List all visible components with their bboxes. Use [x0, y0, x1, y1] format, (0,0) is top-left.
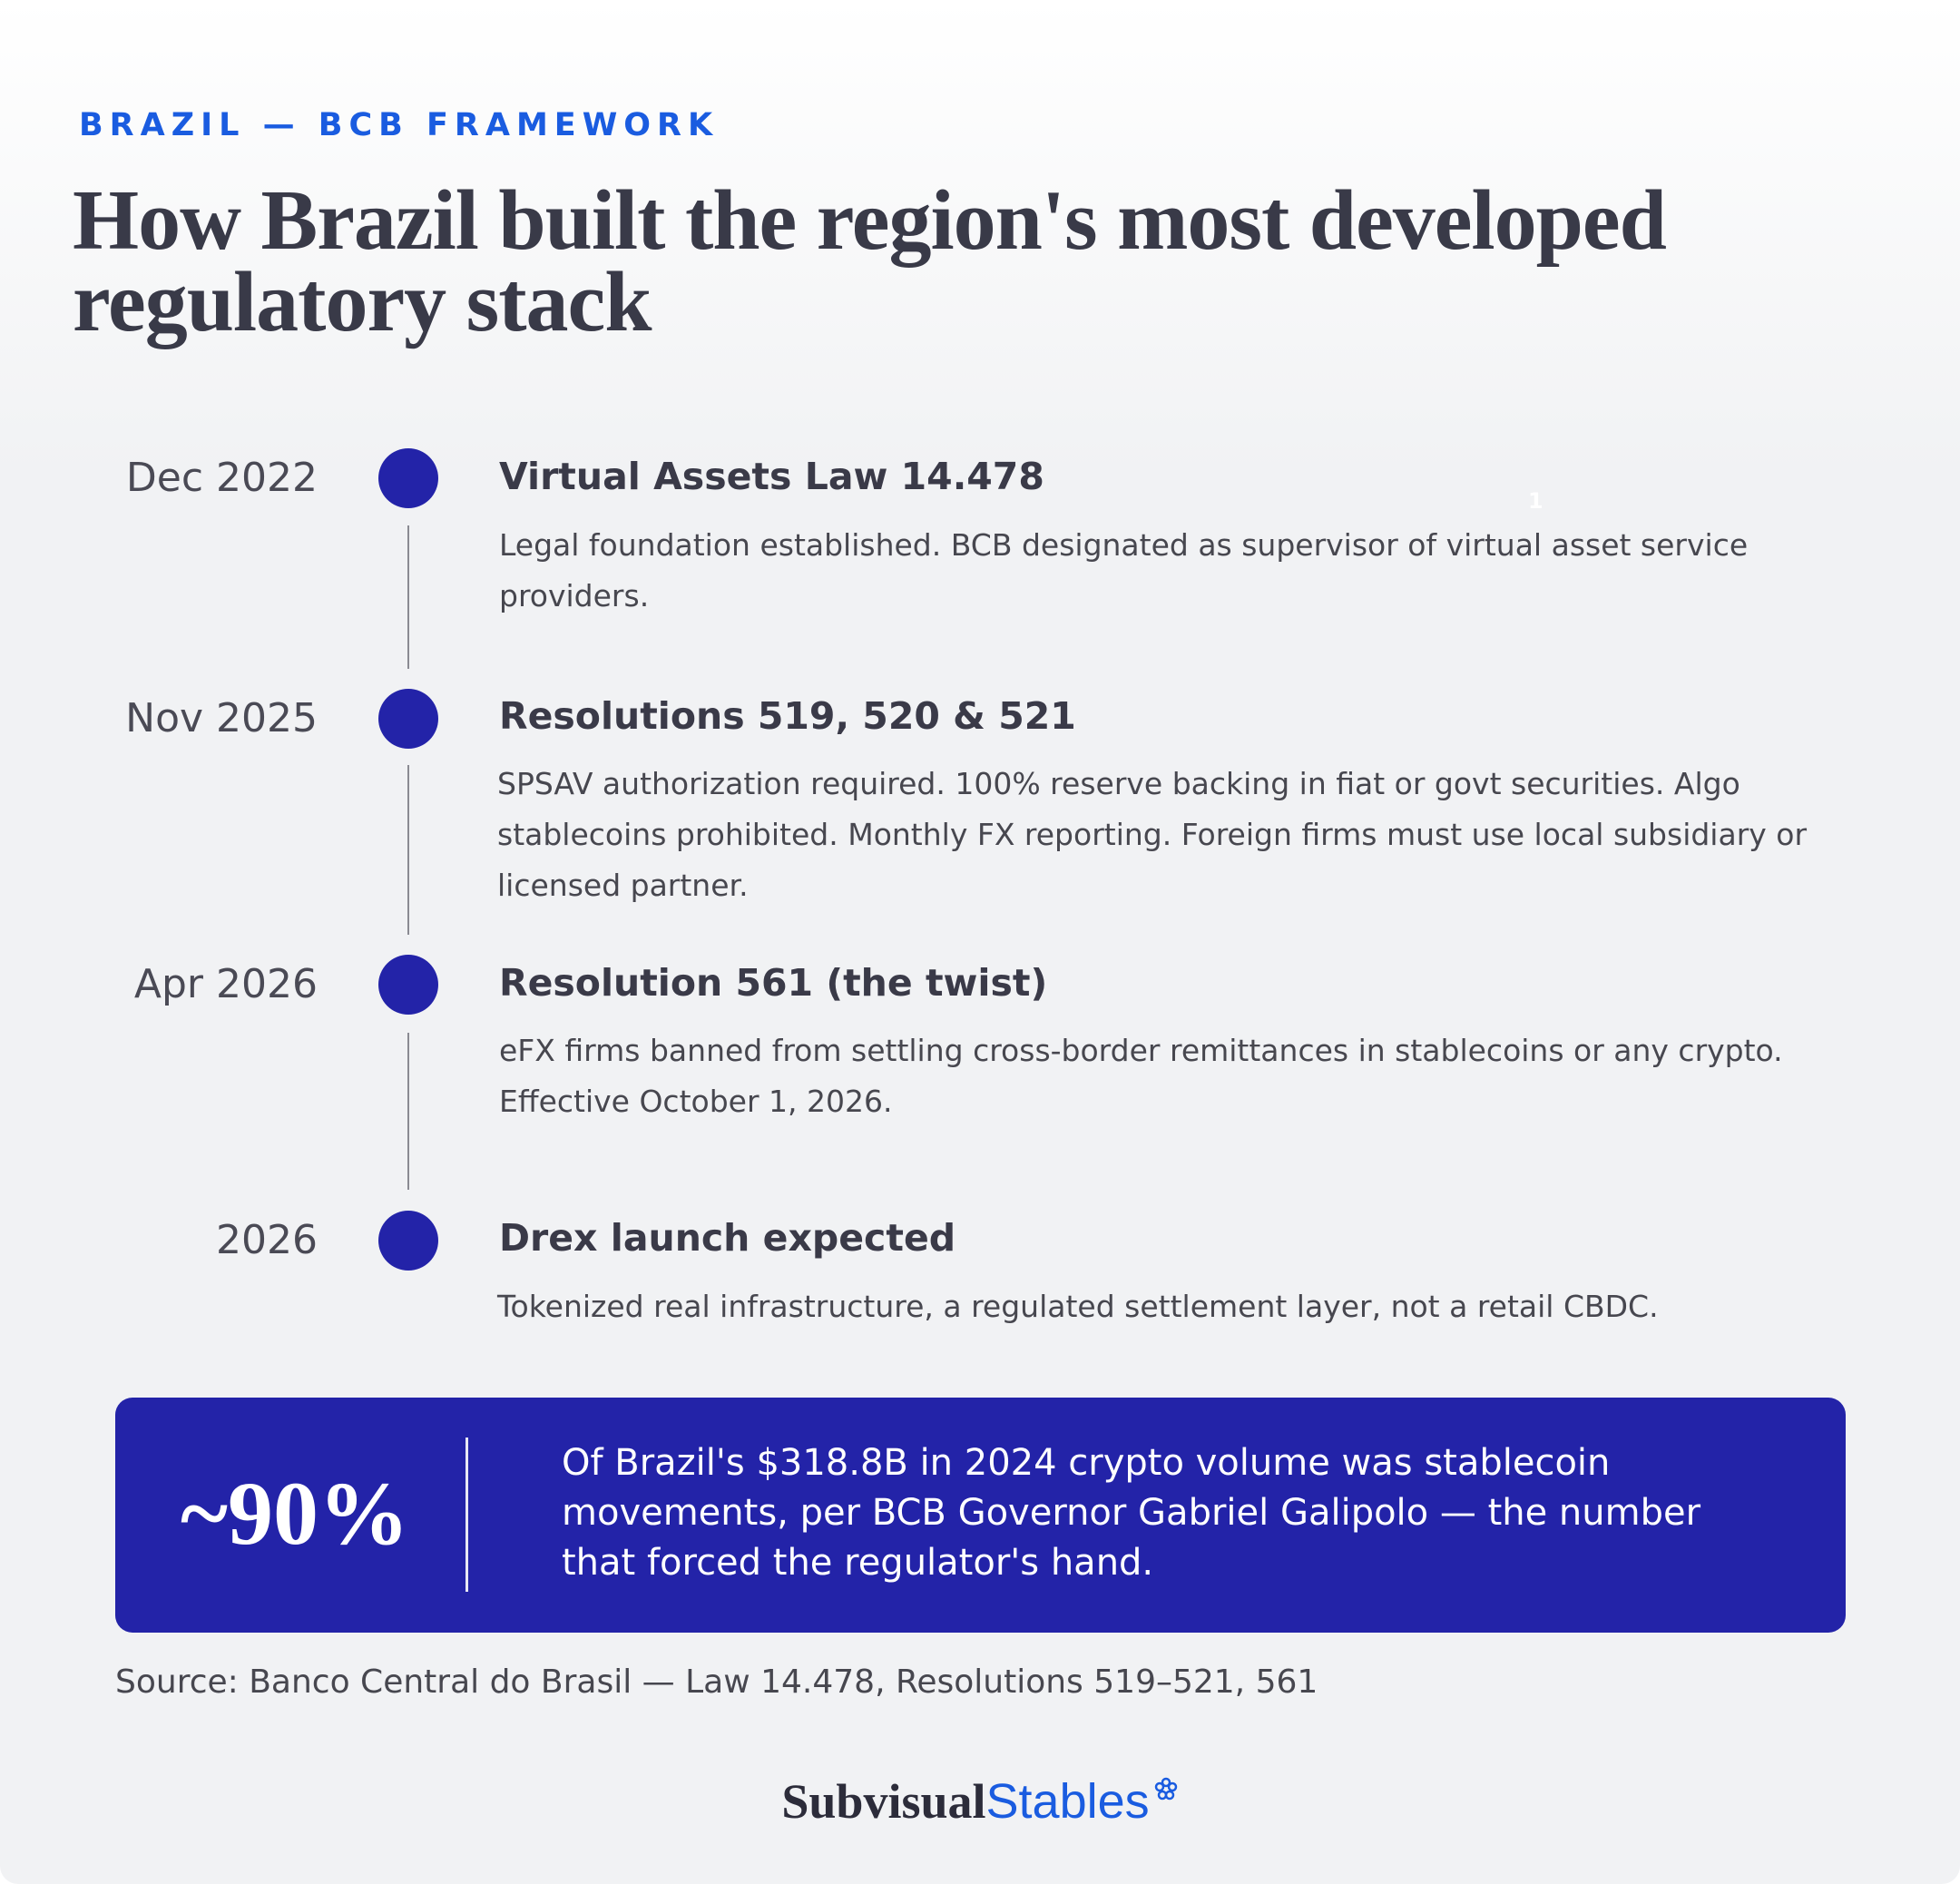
- source: Source: Banco Central do Brasil — Law 14…: [115, 1663, 1318, 1701]
- item-description: SPSAV authorization required. 100% reser…: [497, 766, 1808, 903]
- date: Apr 2026: [133, 961, 318, 1007]
- callout-divider: [466, 1438, 468, 1592]
- logo-icon: [1154, 1777, 1177, 1801]
- item-description: Tokenized real infrastructure, a regulat…: [497, 1289, 1659, 1324]
- callout-text: Of Brazil's $318.8B in 2024 crypto volum…: [562, 1442, 1701, 1584]
- title: How Brazil built the region's most devel…: [73, 173, 1667, 349]
- item-title: Drex launch expected: [499, 1216, 956, 1260]
- footnote-marker: 1: [1528, 488, 1544, 514]
- logo-primary: Subvisual: [781, 1774, 986, 1829]
- timeline-dot: [378, 689, 438, 749]
- item-title: Resolutions 519, 520 & 521: [499, 694, 1076, 738]
- item-title: Resolution 561 (the twist): [499, 961, 1048, 1005]
- timeline-connector: [407, 765, 409, 935]
- eyebrow: BRAZIL — BCB FRAMEWORK: [79, 107, 720, 143]
- date: Nov 2025: [125, 695, 318, 741]
- timeline-connector: [407, 1033, 409, 1190]
- logo: SubvisualStables: [0, 1777, 1960, 1826]
- item-description: eFX firms banned from settling cross-bor…: [499, 1033, 1783, 1119]
- item-description: Legal foundation established. BCB design…: [499, 527, 1749, 613]
- date: 2026: [216, 1217, 318, 1263]
- timeline-dot: [378, 448, 438, 508]
- callout-stat: ~90%: [180, 1463, 409, 1564]
- timeline-dot: [378, 955, 438, 1015]
- timeline-dot: [378, 1211, 438, 1271]
- callout-box: [115, 1398, 1846, 1633]
- timeline-connector: [407, 525, 409, 669]
- logo-secondary: Stables: [985, 1774, 1150, 1829]
- item-title: Virtual Assets Law 14.478: [499, 455, 1044, 498]
- date: Dec 2022: [125, 455, 318, 501]
